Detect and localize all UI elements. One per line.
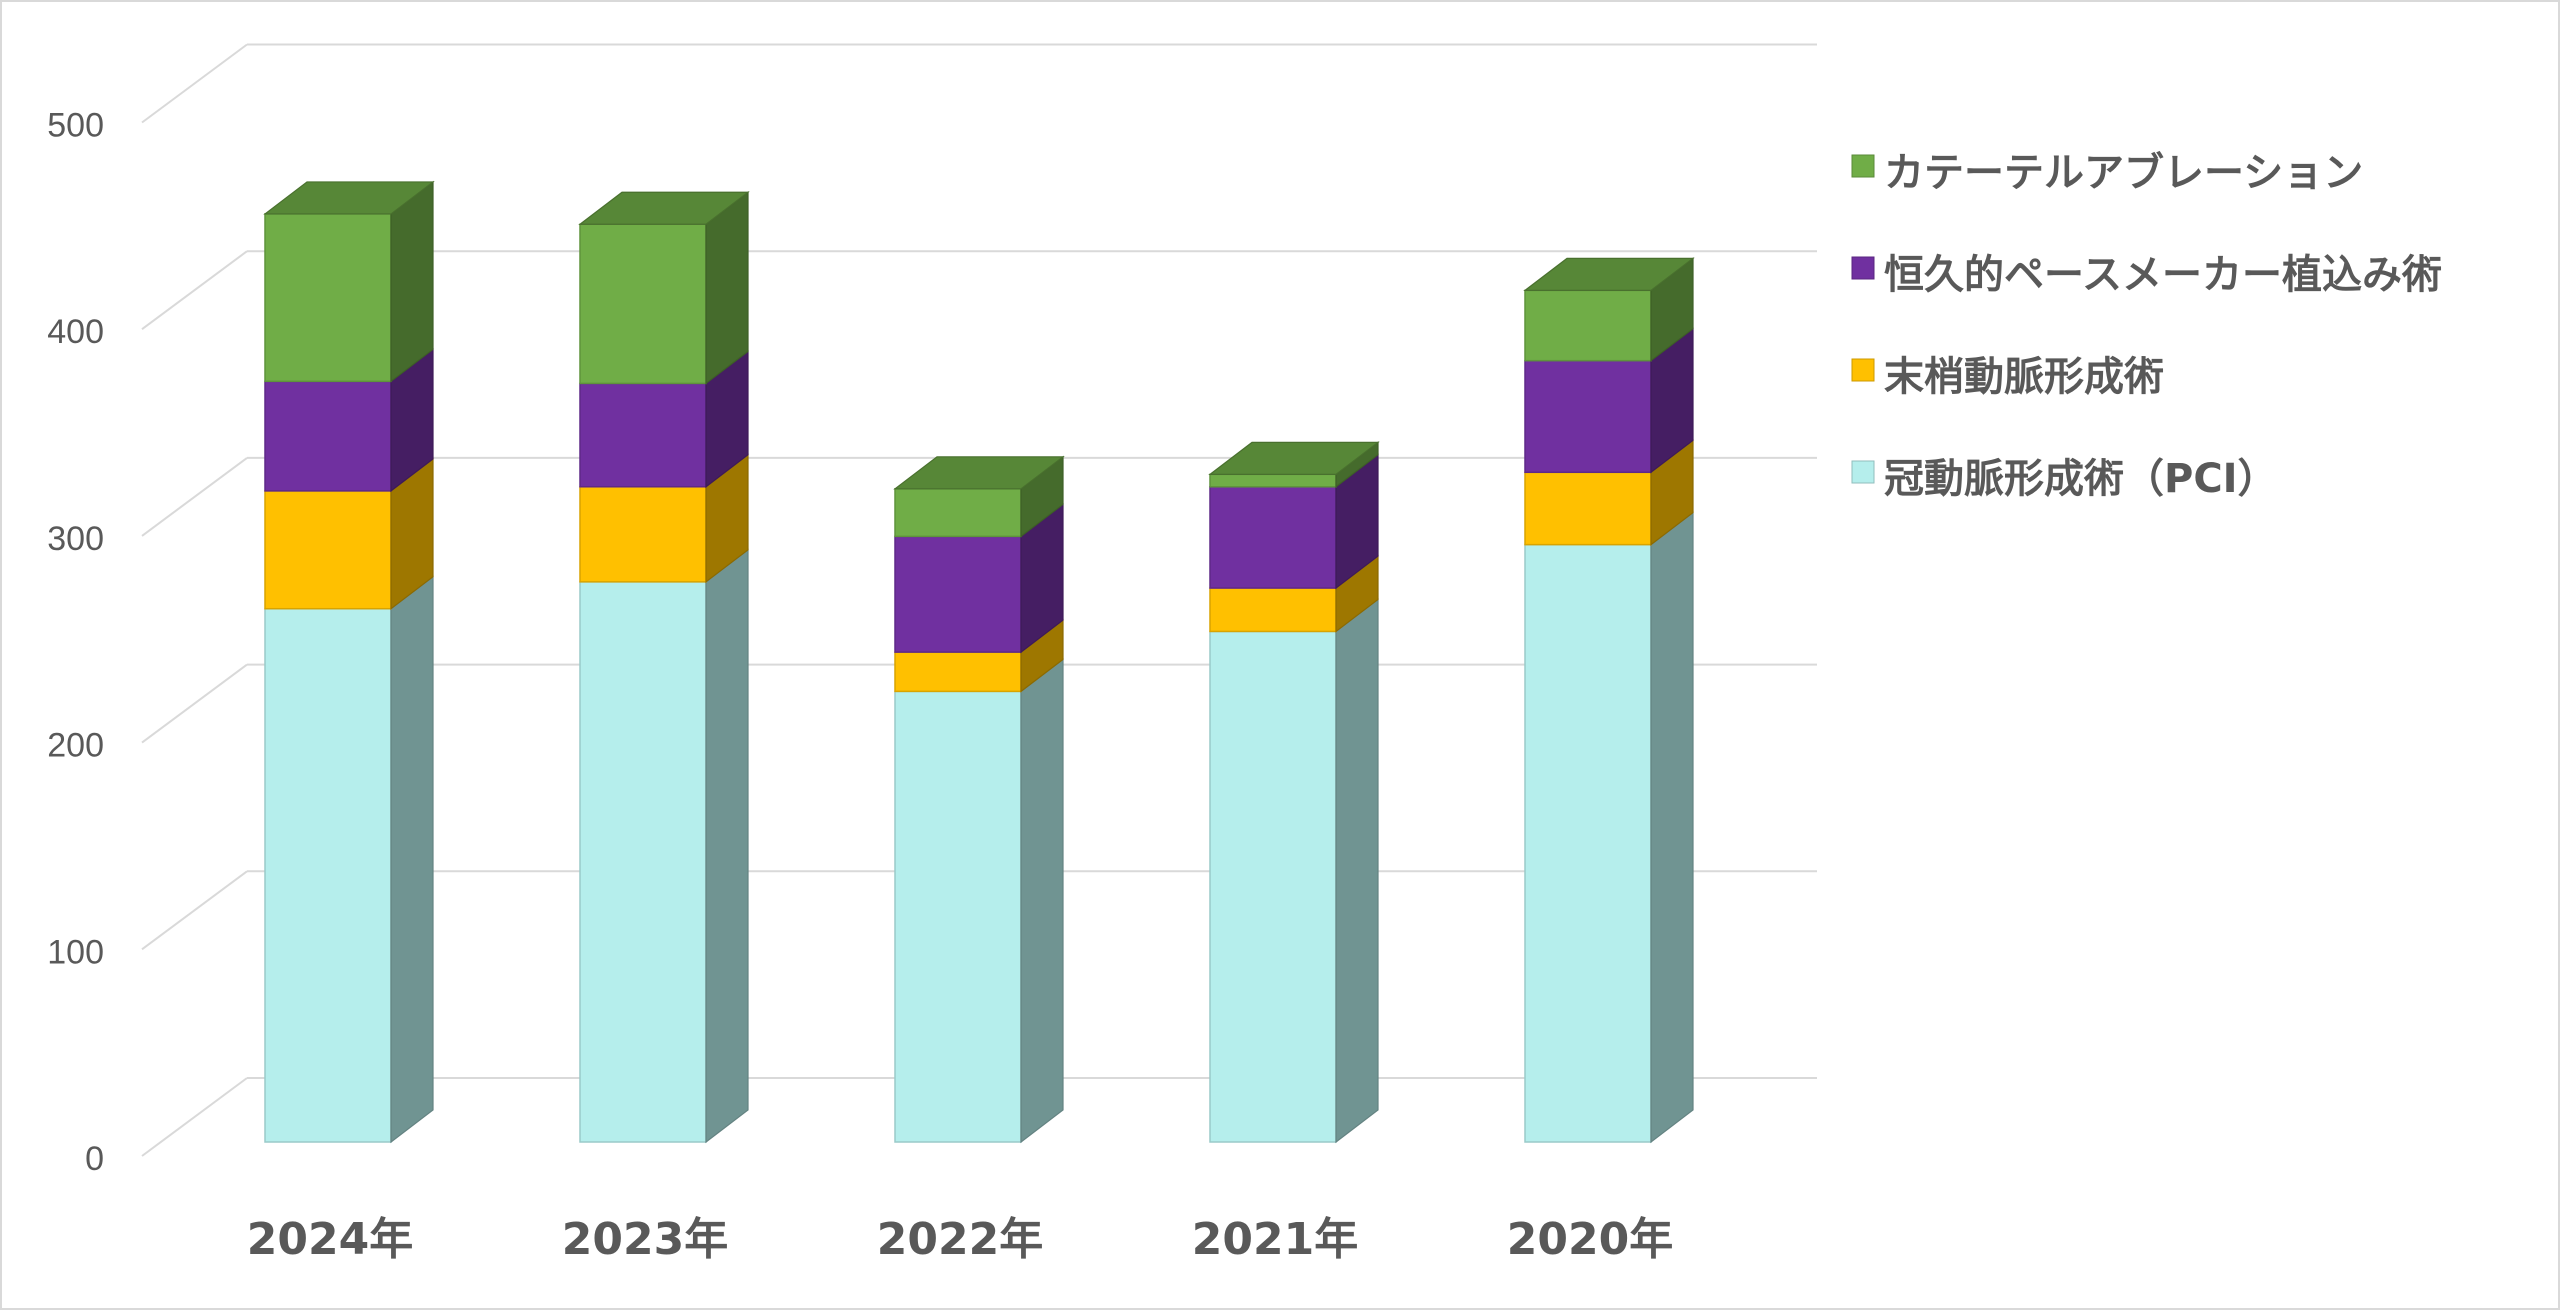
bar-top[interactable] xyxy=(263,181,435,215)
bar-top[interactable] xyxy=(578,191,750,225)
legend-swatch xyxy=(1851,154,1875,178)
bar-front[interactable] xyxy=(264,607,392,1143)
bar-front[interactable] xyxy=(894,535,1022,653)
bar-segment[interactable] xyxy=(1208,441,1380,488)
bar-front[interactable] xyxy=(264,213,392,383)
bar-segment[interactable] xyxy=(894,618,1064,693)
bar-front[interactable] xyxy=(264,380,392,492)
bar-segment[interactable] xyxy=(1209,453,1379,590)
legend-swatch xyxy=(1851,358,1875,382)
x-axis-category-labels: 2024年 2023年 2022年 2021年 2020年 xyxy=(247,1214,1673,1265)
bar-front[interactable] xyxy=(894,488,1022,538)
bar-front[interactable] xyxy=(1524,471,1652,546)
gridline-diagonal xyxy=(141,663,248,744)
bar-top[interactable] xyxy=(893,456,1065,490)
gridline-diagonal xyxy=(141,250,248,331)
gridline-diagonal xyxy=(141,43,248,124)
gridline-diagonal xyxy=(141,870,248,951)
legend-label: 冠動脈形成術（PCI） xyxy=(1884,456,2278,502)
x-category-label: 2021年 xyxy=(1192,1214,1358,1265)
bars xyxy=(263,180,1695,1144)
x-category-label: 2022年 xyxy=(877,1214,1043,1265)
bar-segment[interactable] xyxy=(264,457,434,610)
legend-label: 恒久的ペースメーカー植込み術 xyxy=(1884,252,2442,298)
bar-front[interactable] xyxy=(1209,473,1337,488)
y-tick-label: 100 xyxy=(47,933,104,971)
bar-side[interactable] xyxy=(705,191,749,385)
bar-front[interactable] xyxy=(264,490,392,610)
bar-side[interactable] xyxy=(1335,598,1379,1144)
gridline-diagonal xyxy=(141,457,248,537)
bar-segment[interactable] xyxy=(578,191,750,385)
x-category-label: 2024年 xyxy=(247,1214,413,1265)
bar-front[interactable] xyxy=(579,486,707,583)
bar-front[interactable] xyxy=(579,382,707,488)
bar-segment[interactable] xyxy=(579,453,749,584)
bar-front[interactable] xyxy=(1209,587,1337,633)
bar-front[interactable] xyxy=(1209,630,1337,1143)
bar-side[interactable] xyxy=(705,548,749,1144)
legend: カテーテルアブレーション恒久的ペースメーカー植込み術末梢動脈形成術冠動脈形成術（… xyxy=(1851,150,2442,502)
bar-front[interactable] xyxy=(579,581,707,1143)
bar-side[interactable] xyxy=(390,575,434,1144)
bar-segment[interactable] xyxy=(579,548,749,1144)
gridline-diagonal xyxy=(141,1077,248,1157)
bar-side[interactable] xyxy=(1020,658,1064,1144)
bar-front[interactable] xyxy=(894,651,1022,693)
y-axis-tick-labels: 0 100 200 300 400 500 xyxy=(47,107,104,1179)
y-tick-label: 400 xyxy=(47,313,104,351)
legend-item[interactable]: カテーテルアブレーション xyxy=(1851,150,2363,196)
bar-front[interactable] xyxy=(1524,289,1652,362)
legend-label: カテーテルアブレーション xyxy=(1884,150,2363,196)
bar-front[interactable] xyxy=(579,223,707,385)
bar-segment[interactable] xyxy=(579,350,749,488)
x-category-label: 2020年 xyxy=(1507,1214,1673,1265)
bar-front[interactable] xyxy=(1209,486,1337,589)
bar-segment[interactable] xyxy=(264,575,434,1144)
bar-segment[interactable] xyxy=(894,503,1064,654)
legend-swatch xyxy=(1851,460,1875,484)
bar-segment[interactable] xyxy=(1209,554,1379,633)
bar-segment[interactable] xyxy=(893,455,1065,538)
y-tick-label: 300 xyxy=(47,520,104,558)
bar-front[interactable] xyxy=(894,690,1022,1143)
legend-label: 末梢動脈形成術 xyxy=(1884,354,2164,400)
legend-item[interactable]: 末梢動脈形成術 xyxy=(1851,354,2164,400)
bar-side[interactable] xyxy=(390,180,434,383)
bar-side[interactable] xyxy=(1650,511,1694,1144)
y-tick-label: 0 xyxy=(85,1140,104,1178)
bar-segment[interactable] xyxy=(1524,327,1694,474)
y-tick-label: 500 xyxy=(47,107,104,145)
bar-top[interactable] xyxy=(1208,441,1380,475)
legend-item[interactable]: 恒久的ペースメーカー植込み術 xyxy=(1851,252,2442,298)
bar-segment[interactable] xyxy=(1209,598,1379,1144)
bar-front[interactable] xyxy=(1524,543,1652,1143)
bar-segment[interactable] xyxy=(263,180,435,383)
bar-segment[interactable] xyxy=(1524,511,1694,1144)
bar-front[interactable] xyxy=(1524,359,1652,474)
legend-swatch xyxy=(1851,256,1875,280)
bar-top[interactable] xyxy=(1523,257,1695,291)
bar-segment[interactable] xyxy=(1523,257,1695,362)
y-tick-label: 200 xyxy=(47,727,104,765)
legend-item[interactable]: 冠動脈形成術（PCI） xyxy=(1851,456,2278,502)
x-category-label: 2023年 xyxy=(562,1214,728,1265)
bar-segment[interactable] xyxy=(894,658,1064,1144)
